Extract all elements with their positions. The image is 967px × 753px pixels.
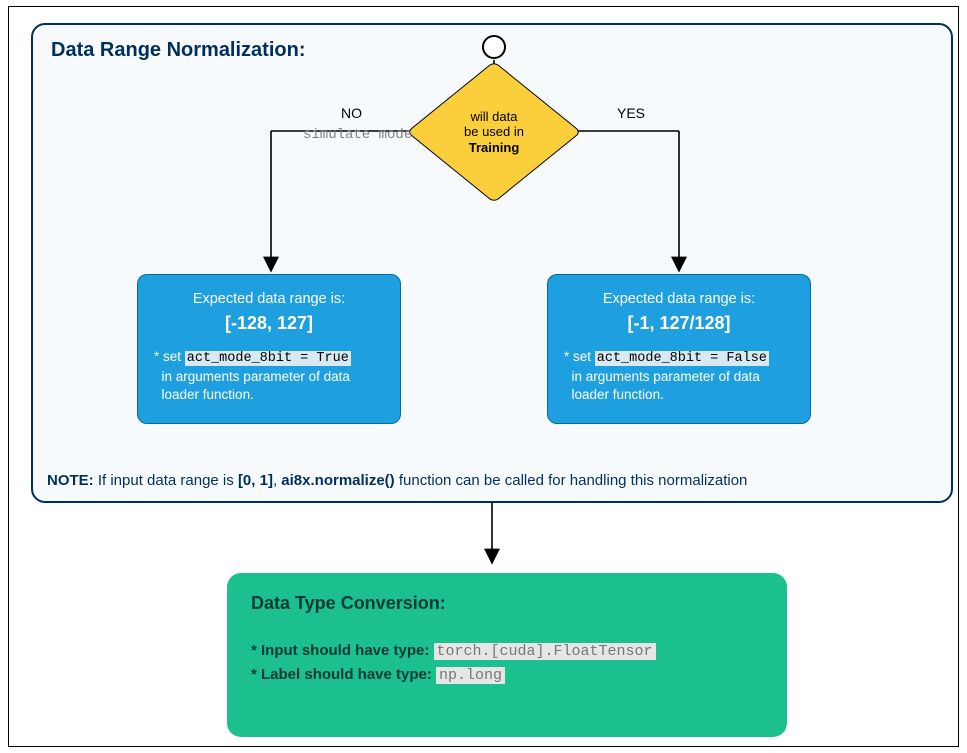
edge-yes-label: YES (617, 105, 645, 121)
right-range: [-1, 127/128] (564, 313, 794, 334)
note-post: function can be called for handling this… (395, 472, 748, 489)
right-header: Expected data range is: (564, 291, 794, 307)
outer-frame: Data Range Normalization: will data (8, 6, 959, 747)
green-l2-code: np.long (436, 667, 505, 684)
note-b1: [0, 1] (238, 472, 273, 489)
decision-line2: be used in (464, 124, 524, 140)
normalization-panel: Data Range Normalization: will data (31, 23, 953, 503)
right-code: act_mode_8bit = False (595, 351, 769, 366)
right-post2: loader function. (572, 387, 664, 402)
panel-title: Data Range Normalization: (51, 39, 305, 62)
left-post2: loader function. (162, 387, 254, 402)
left-header: Expected data range is: (154, 291, 384, 307)
green-l1-code: torch.[cuda].FloatTensor (434, 643, 656, 660)
green-line2: * Label should have type: np.long (251, 666, 763, 684)
start-node (482, 35, 506, 59)
right-pre: * set (564, 349, 595, 364)
right-range-box: Expected data range is: [-1, 127/128] * … (547, 274, 811, 424)
green-line1: * Input should have type: torch.[cuda].F… (251, 642, 763, 660)
right-body: * set act_mode_8bit = False in arguments… (564, 348, 794, 405)
note-mid1: If input data range is (94, 472, 238, 489)
left-body: * set act_mode_8bit = True in arguments … (154, 348, 384, 405)
left-range: [-128, 127] (154, 313, 384, 334)
left-range-box: Expected data range is: [-128, 127] * se… (137, 274, 401, 424)
note-pre: NOTE: (47, 472, 94, 489)
green-title: Data Type Conversion: (251, 593, 763, 614)
decision-line1: will data (471, 109, 518, 125)
green-l2-pre: * Label should have type: (251, 666, 436, 683)
left-post1: in arguments parameter of data (162, 369, 350, 384)
green-l1-pre: * Input should have type: (251, 642, 434, 659)
simulate-mode-label: simulate mode (303, 127, 412, 143)
right-post1: in arguments parameter of data (572, 369, 760, 384)
data-type-conversion-box: Data Type Conversion: * Input should hav… (227, 573, 787, 737)
left-pre: * set (154, 349, 185, 364)
note-line: NOTE: If input data range is [0, 1], ai8… (47, 472, 747, 489)
left-code: act_mode_8bit = True (185, 351, 351, 366)
note-b2: ai8x.normalize() (281, 472, 394, 489)
decision-line3: Training (469, 140, 520, 156)
decision-text: will data be used in Training (409, 77, 579, 187)
decision-node: will data be used in Training (409, 77, 579, 187)
edge-no-label: NO (341, 105, 362, 121)
